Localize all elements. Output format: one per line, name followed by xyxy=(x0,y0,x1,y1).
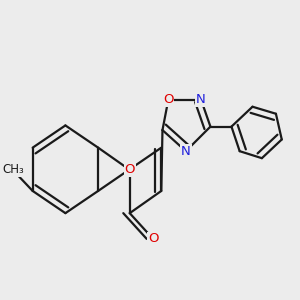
Text: O: O xyxy=(163,93,174,106)
Text: O: O xyxy=(148,232,158,245)
Text: N: N xyxy=(181,145,191,158)
Text: O: O xyxy=(124,164,135,176)
Text: N: N xyxy=(196,93,206,106)
Text: CH₃: CH₃ xyxy=(2,164,24,176)
